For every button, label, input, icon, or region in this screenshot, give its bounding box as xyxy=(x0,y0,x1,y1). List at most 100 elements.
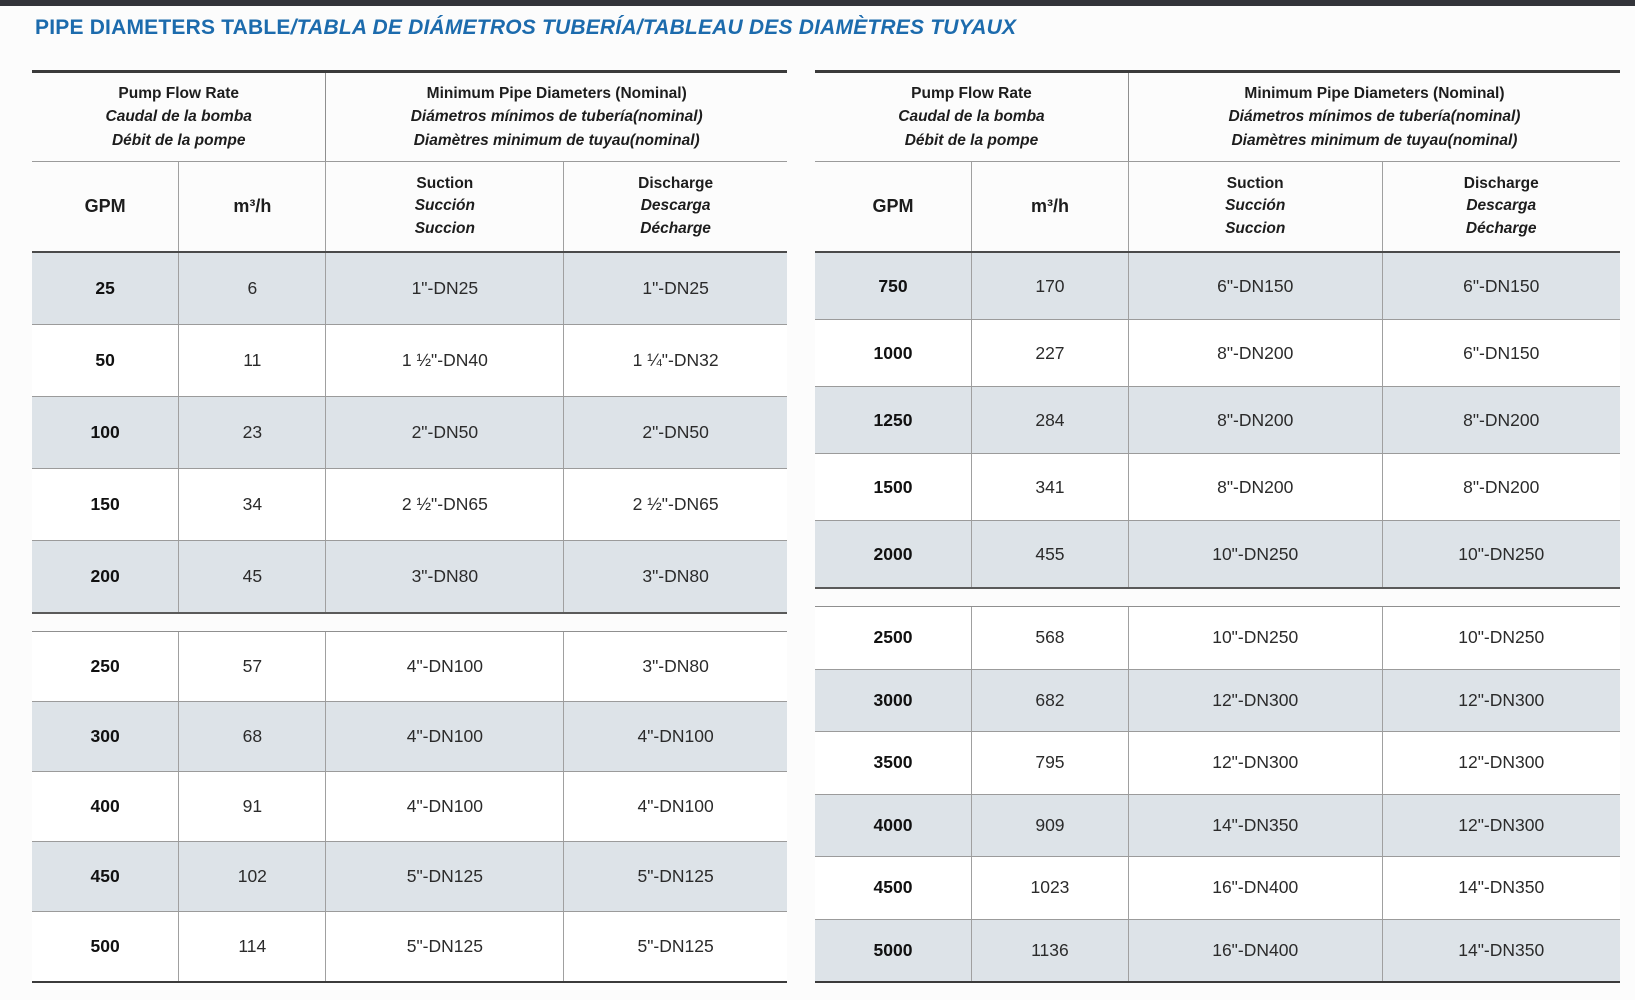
table-row: 1500 341 8"-DN200 8"-DN200 xyxy=(815,454,1620,521)
suction-label-en: Suction xyxy=(416,174,474,192)
header-pump-flow-rate-en: Pump Flow Rate xyxy=(911,85,1032,103)
table-row: 100 23 2"-DN50 2"-DN50 xyxy=(32,397,787,469)
gpm-value: 4500 xyxy=(815,857,972,919)
gpm-value: 250 xyxy=(32,632,180,701)
column-header-discharge: Discharge Descarga Décharge xyxy=(564,162,787,251)
discharge-label-en: Discharge xyxy=(1463,174,1539,192)
m3h-value: 1023 xyxy=(972,857,1129,919)
table-row: 200 45 3"-DN80 3"-DN80 xyxy=(32,541,787,612)
column-header-discharge: Discharge Descarga Décharge xyxy=(1383,162,1620,251)
table-row: 1000 227 8"-DN200 6"-DN150 xyxy=(815,320,1620,387)
group-header-row: Pump Flow Rate Caudal de la bomba Débit … xyxy=(815,73,1620,162)
table-row: 5000 1136 16"-DN400 14"-DN350 xyxy=(815,919,1620,981)
discharge-label-en: Discharge xyxy=(638,174,714,192)
suction-value: 1"-DN25 xyxy=(326,253,565,324)
suction-value: 12"-DN300 xyxy=(1129,669,1383,731)
header-min-pipe-diameters: Minimum Pipe Diameters (Nominal) Diámetr… xyxy=(1129,73,1620,161)
m3h-value: 170 xyxy=(972,253,1129,319)
suction-value: 14"-DN350 xyxy=(1129,794,1383,856)
suction-value: 1 ½"-DN40 xyxy=(326,325,565,396)
group-header-row: Pump Flow Rate Caudal de la bomba Débit … xyxy=(32,73,787,162)
discharge-value: 1 ¼"-DN32 xyxy=(632,350,719,370)
column-header-row: GPM m³/h Suction Succión Succion Dischar… xyxy=(815,162,1620,253)
m3h-value: 341 xyxy=(972,454,1129,520)
gpm-value: 500 xyxy=(32,912,180,981)
m3h-value: 6 xyxy=(179,253,327,324)
suction-value: 10"-DN250 xyxy=(1129,607,1383,669)
header-min-pipe-diameters-en: Minimum Pipe Diameters (Nominal) xyxy=(1244,85,1505,103)
table-row: 2500 568 10"-DN250 10"-DN250 xyxy=(815,607,1620,670)
discharge-label-fr: Décharge xyxy=(1465,219,1537,237)
m3h-value: 102 xyxy=(179,842,327,911)
m3h-value: 91 xyxy=(179,772,327,841)
discharge-value: 5"-DN125 xyxy=(637,866,714,886)
header-pump-flow-rate: Pump Flow Rate Caudal de la bomba Débit … xyxy=(32,73,327,161)
page-title: PIPE DIAMETERS TABLE/TABLA DE DIÁMETROS … xyxy=(35,16,1016,40)
header-min-pipe-diameters-fr: Diamètres minimum de tuyau(nominal) xyxy=(1231,131,1518,149)
table-row: 25 6 1"-DN25 1"-DN25 xyxy=(32,253,787,325)
suction-value: 4"-DN100 xyxy=(326,772,565,841)
table-section-2: 250 57 4"-DN100 3"-DN80 300 68 4"-DN100 4"-DN10… xyxy=(32,631,787,981)
suction-value: 8"-DN200 xyxy=(1129,387,1383,453)
table-section-1: 25 6 1"-DN25 1"-DN25 50 11 1 ½"-DN40 1 ¼"-DN32 1… xyxy=(32,253,787,614)
title-translations: /TABLA DE DIÁMETROS TUBERÍA/TABLEAU DES … xyxy=(290,16,1017,39)
m3h-value: 227 xyxy=(972,320,1129,386)
suction-value: 4"-DN100 xyxy=(326,632,565,701)
title-english: PIPE DIAMETERS TABLE xyxy=(35,16,291,39)
header-pump-flow-rate-en: Pump Flow Rate xyxy=(118,85,239,103)
header-pump-flow-rate-fr: Débit de la pompe xyxy=(904,131,1039,149)
header-pump-flow-rate-fr: Débit de la pompe xyxy=(111,131,246,149)
gpm-value: 300 xyxy=(32,702,180,771)
discharge-value: 4"-DN100 xyxy=(637,796,714,816)
discharge-label-es: Descarga xyxy=(1466,197,1537,215)
discharge-value: 8"-DN200 xyxy=(1463,476,1540,497)
discharge-value: 10"-DN250 xyxy=(1458,543,1545,564)
pipe-diameters-table-low-flow: Pump Flow Rate Caudal de la bomba Débit … xyxy=(32,70,787,983)
suction-value: 12"-DN300 xyxy=(1129,732,1383,794)
suction-value: 4"-DN100 xyxy=(326,702,565,771)
discharge-value: 14"-DN350 xyxy=(1458,939,1545,960)
m3h-value: 11 xyxy=(179,325,327,396)
table-row: 4500 1023 16"-DN400 14"-DN350 xyxy=(815,857,1620,920)
gpm-value: 1500 xyxy=(815,454,972,520)
table-row: 500 114 5"-DN125 5"-DN125 xyxy=(32,912,787,981)
discharge-value: 3"-DN80 xyxy=(642,656,709,676)
header-min-pipe-diameters-es: Diámetros mínimos de tubería(nominal) xyxy=(1228,108,1521,126)
m3h-value: 682 xyxy=(972,669,1129,731)
table-row: 300 68 4"-DN100 4"-DN100 xyxy=(32,702,787,772)
header-min-pipe-diameters-es: Diámetros mínimos de tubería(nominal) xyxy=(410,108,703,126)
m3h-value: 114 xyxy=(179,912,327,981)
discharge-value: 2"-DN50 xyxy=(642,422,709,442)
discharge-value: 5"-DN125 xyxy=(637,936,714,956)
m3h-value: 455 xyxy=(972,521,1129,587)
gpm-value: 150 xyxy=(32,469,180,540)
gpm-value: 3500 xyxy=(815,732,972,794)
header-min-pipe-diameters: Minimum Pipe Diameters (Nominal) Diámetr… xyxy=(326,73,787,161)
discharge-value: 1"-DN25 xyxy=(642,278,709,298)
column-header-suction: Suction Succión Succion xyxy=(1129,162,1383,251)
suction-value: 16"-DN400 xyxy=(1129,919,1383,981)
discharge-value: 12"-DN300 xyxy=(1458,689,1545,710)
suction-label-es: Succión xyxy=(1225,197,1286,215)
discharge-label-es: Descarga xyxy=(640,197,711,215)
m3h-value: 795 xyxy=(972,732,1129,794)
suction-value: 5"-DN125 xyxy=(326,912,565,981)
column-header-gpm: GPM xyxy=(32,162,180,251)
m3h-label: m³/h xyxy=(1030,196,1069,216)
header-pump-flow-rate-es: Caudal de la bomba xyxy=(105,108,252,126)
discharge-value: 6"-DN150 xyxy=(1463,275,1540,296)
m3h-label: m³/h xyxy=(233,196,272,216)
gpm-label: GPM xyxy=(872,196,914,216)
table-row: 400 91 4"-DN100 4"-DN100 xyxy=(32,772,787,842)
gpm-value: 2500 xyxy=(815,607,972,669)
column-header-m3h: m³/h xyxy=(179,162,327,251)
gpm-value: 4000 xyxy=(815,794,972,856)
table-row: 4000 909 14"-DN350 12"-DN300 xyxy=(815,794,1620,857)
suction-value: 10"-DN250 xyxy=(1129,521,1383,587)
header-min-pipe-diameters-en: Minimum Pipe Diameters (Nominal) xyxy=(426,85,687,103)
gpm-value: 2000 xyxy=(815,521,972,587)
m3h-value: 909 xyxy=(972,794,1129,856)
suction-label-fr: Succion xyxy=(1225,219,1286,237)
m3h-value: 34 xyxy=(179,469,327,540)
suction-label-es: Succión xyxy=(414,197,475,215)
